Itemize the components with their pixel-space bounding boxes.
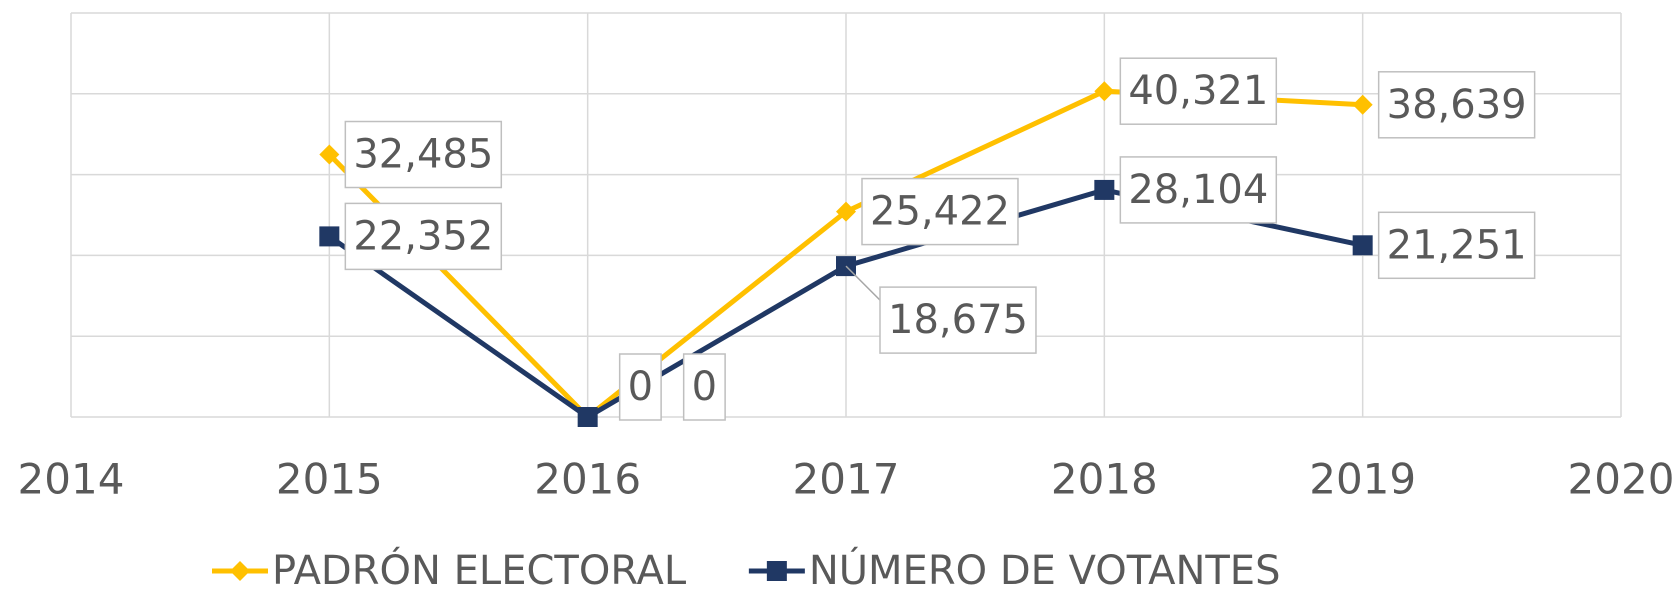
legend-label: NÚMERO DE VOTANTES xyxy=(809,546,1281,592)
marker xyxy=(836,201,856,222)
legend-label: PADRÓN ELECTORAL xyxy=(272,546,687,592)
marker xyxy=(319,226,340,247)
marker xyxy=(1352,94,1373,115)
marker xyxy=(319,144,340,165)
data-label-group: 22,352 xyxy=(344,202,503,271)
label-box xyxy=(879,286,1037,354)
marker xyxy=(1094,179,1115,200)
x-tick-label: 2016 xyxy=(534,455,641,504)
x-tick-label: 2020 xyxy=(1568,455,1675,504)
marker xyxy=(1094,81,1115,102)
data-label-group: 28,104 xyxy=(1119,156,1278,224)
data-label: 38,639 xyxy=(1387,82,1527,128)
marker xyxy=(766,561,787,581)
data-label: 0 xyxy=(692,364,717,410)
data-label: 0 xyxy=(628,364,653,410)
data-label: 32,485 xyxy=(353,132,493,178)
label-box xyxy=(344,202,503,271)
label-box xyxy=(1377,71,1536,139)
marker xyxy=(1352,235,1373,256)
x-tick-label: 2014 xyxy=(18,455,125,504)
label-box xyxy=(682,353,726,421)
data-label: 40,321 xyxy=(1128,68,1268,114)
x-tick-label: 2017 xyxy=(793,455,900,504)
data-label: 25,422 xyxy=(870,189,1010,235)
marker xyxy=(577,407,598,427)
data-label-group: 0 xyxy=(682,353,726,421)
data-label: 22,352 xyxy=(353,213,493,259)
data-label: 18,675 xyxy=(888,297,1028,343)
data-label: 28,104 xyxy=(1128,167,1268,213)
x-tick-label: 2019 xyxy=(1309,455,1416,504)
data-label: 21,251 xyxy=(1387,222,1527,268)
label-box xyxy=(1119,156,1278,224)
data-label-group: 38,639 xyxy=(1377,71,1536,139)
x-tick-label: 2018 xyxy=(1051,455,1158,504)
data-label-group: 32,485 xyxy=(344,120,503,189)
marker xyxy=(230,561,250,581)
data-label-group: 0 xyxy=(618,353,662,421)
data-label-group: 40,321 xyxy=(1119,57,1278,125)
label-box xyxy=(861,177,1019,246)
label-box xyxy=(1377,211,1536,280)
label-box xyxy=(344,120,503,189)
label-box xyxy=(618,353,662,421)
data-label-group: 25,422 xyxy=(861,177,1019,246)
leader-line xyxy=(845,265,881,301)
data-label-group: 21,251 xyxy=(1377,211,1536,280)
label-box xyxy=(1119,57,1278,125)
data-label-group: 18,675 xyxy=(845,265,1037,354)
x-tick-label: 2015 xyxy=(276,455,383,504)
